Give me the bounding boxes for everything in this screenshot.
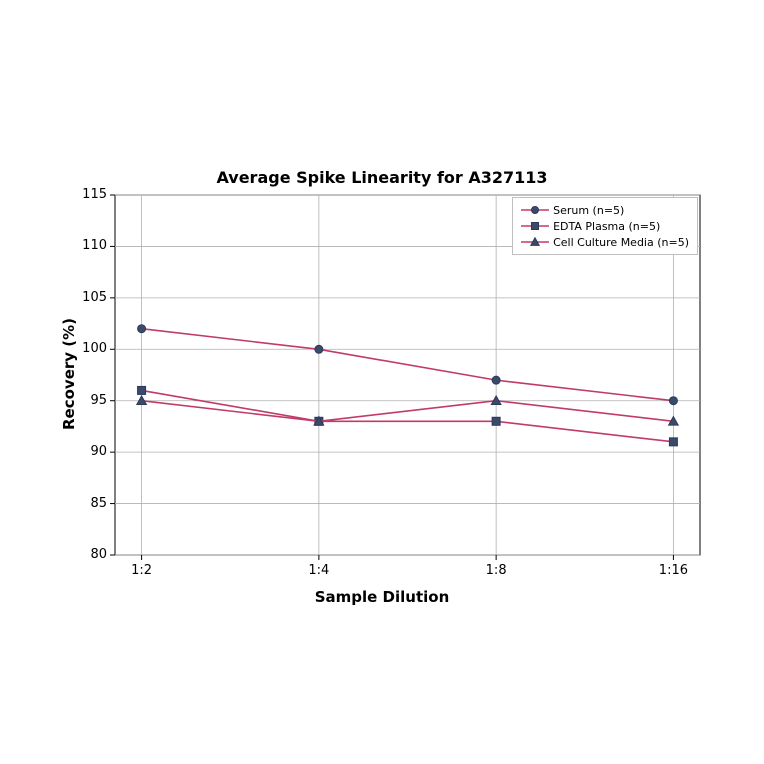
- marker-triangle: [137, 396, 147, 405]
- legend-swatch: [521, 236, 549, 248]
- series-line: [142, 329, 674, 401]
- marker-circle: [492, 376, 500, 384]
- legend-label: Cell Culture Media (n=5): [553, 236, 689, 249]
- marker-square: [492, 417, 500, 425]
- x-tick-label: 1:2: [131, 563, 152, 578]
- legend-item: Cell Culture Media (n=5): [521, 234, 689, 250]
- y-tick-label: 90: [90, 444, 107, 459]
- marker-square: [669, 438, 677, 446]
- marker-circle: [532, 207, 539, 214]
- legend-label: EDTA Plasma (n=5): [553, 220, 660, 233]
- y-tick-label: 95: [90, 393, 107, 408]
- marker-square: [532, 223, 539, 230]
- y-tick-label: 80: [90, 547, 107, 562]
- chart-svg: [0, 0, 764, 764]
- y-tick-label: 85: [90, 496, 107, 511]
- legend-swatch: [521, 220, 549, 232]
- legend-swatch: [521, 204, 549, 216]
- chart-container: Average Spike Linearity for A327113 Reco…: [0, 0, 764, 764]
- y-axis-label: Recovery (%): [60, 318, 78, 430]
- y-tick-label: 115: [82, 187, 107, 202]
- legend-item: Serum (n=5): [521, 202, 689, 218]
- legend-item: EDTA Plasma (n=5): [521, 218, 689, 234]
- y-tick-label: 100: [82, 341, 107, 356]
- x-tick-label: 1:16: [659, 563, 688, 578]
- marker-circle: [669, 397, 677, 405]
- y-tick-label: 110: [82, 238, 107, 253]
- series-line: [142, 390, 674, 441]
- x-tick-label: 1:4: [308, 563, 329, 578]
- x-tick-label: 1:8: [486, 563, 507, 578]
- marker-circle: [138, 325, 146, 333]
- legend-label: Serum (n=5): [553, 204, 624, 217]
- marker-circle: [315, 345, 323, 353]
- x-axis-label: Sample Dilution: [315, 588, 450, 606]
- legend: Serum (n=5) EDTA Plasma (n=5) Cell Culture…: [512, 197, 698, 255]
- y-tick-label: 105: [82, 290, 107, 305]
- marker-square: [138, 386, 146, 394]
- marker-triangle: [491, 396, 501, 405]
